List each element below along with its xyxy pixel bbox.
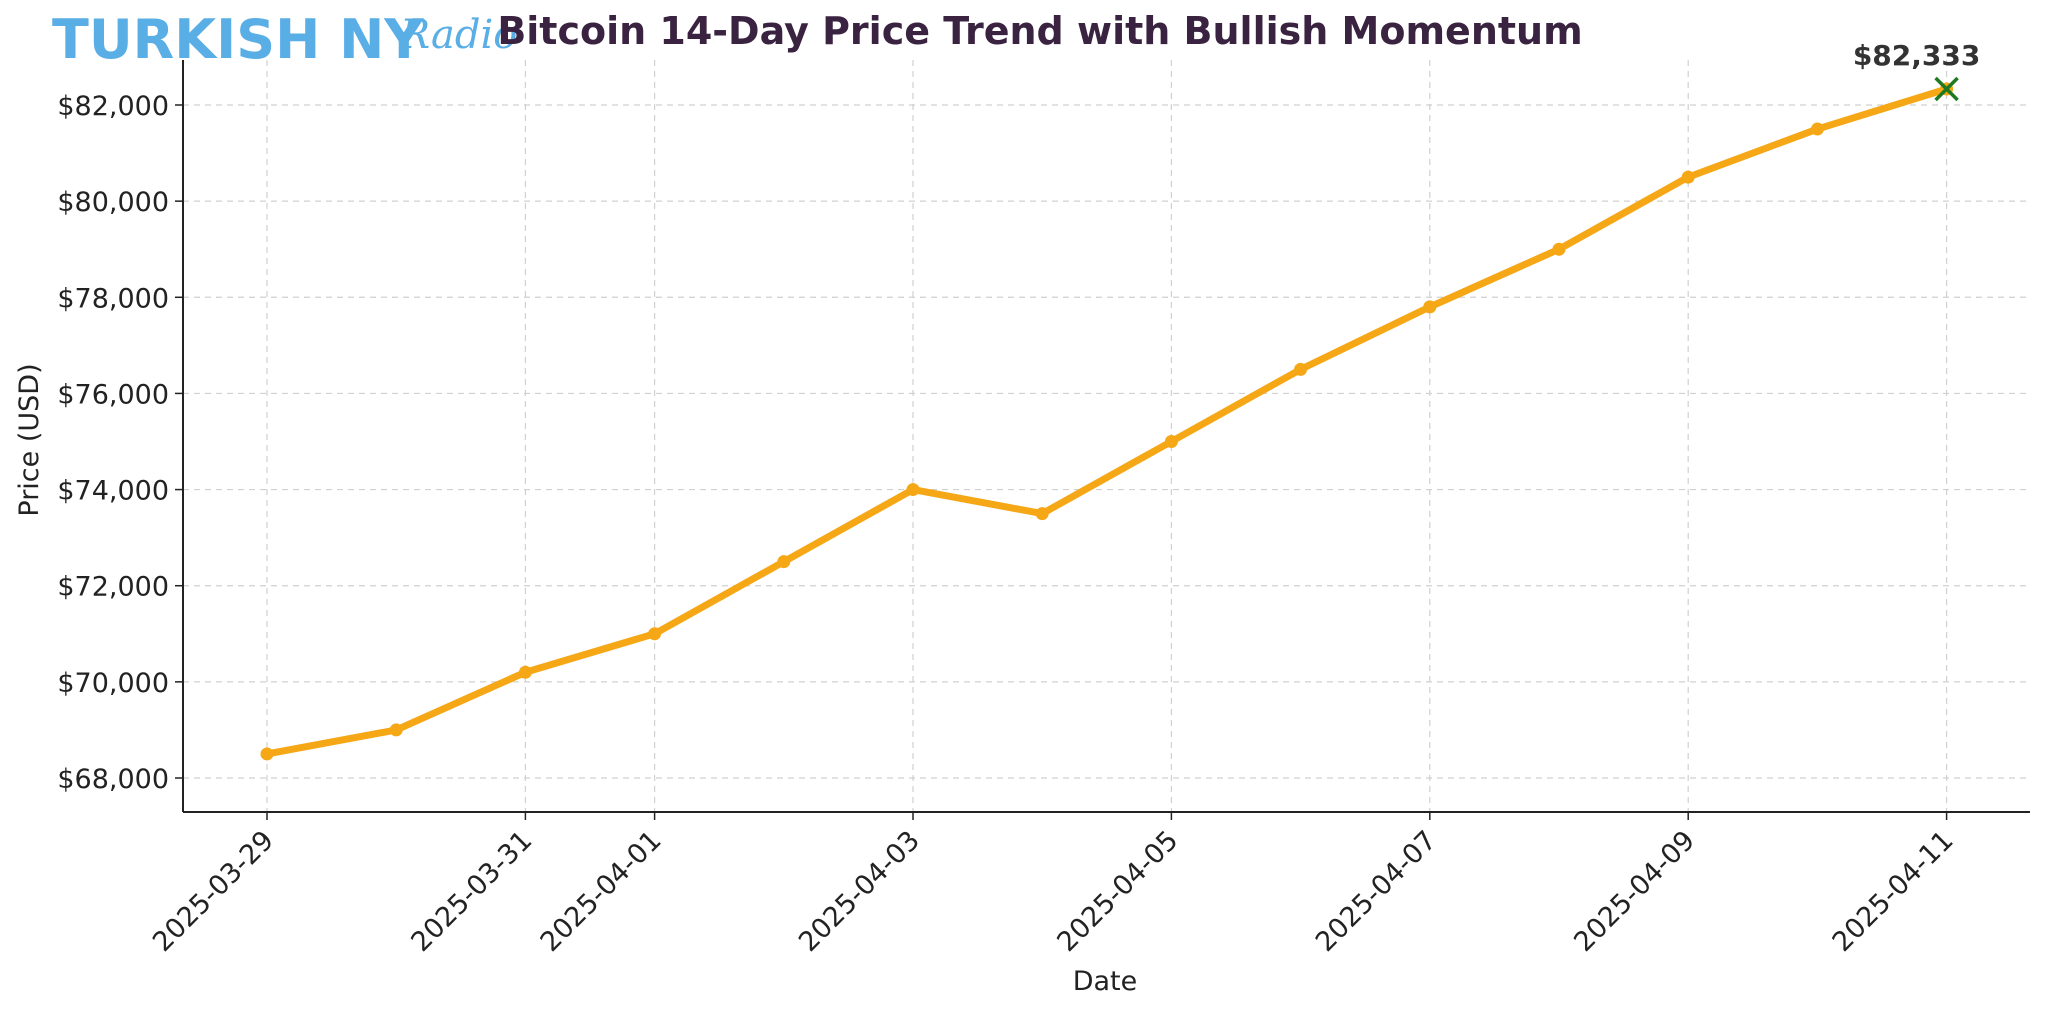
data-point <box>1681 170 1695 184</box>
axes <box>182 60 2030 813</box>
annotation-label: $82,333 <box>1853 39 1981 72</box>
data-point <box>1810 122 1824 136</box>
x-tick-label: 2025-04-07 <box>1310 825 1443 958</box>
y-tick-label: $76,000 <box>57 379 169 410</box>
series: $82,333 <box>260 39 1981 761</box>
x-axis-label: Date <box>1073 966 1138 997</box>
y-axis-label: Price (USD) <box>14 363 45 516</box>
y-tick-label: $70,000 <box>57 668 169 699</box>
x-tick-label: 2025-03-31 <box>405 825 538 958</box>
y-tick-label: $72,000 <box>57 572 169 603</box>
data-point <box>518 665 532 679</box>
data-point <box>906 483 920 497</box>
y-ticks: $68,000 $70,000 $72,000 $74,000 $76,000 $78,0… <box>57 91 183 795</box>
annotation-x-marker <box>1934 76 1959 102</box>
data-point <box>389 723 403 737</box>
x-tick-label: 2025-04-05 <box>1051 825 1184 958</box>
data-point <box>1035 507 1049 521</box>
x-tick-label: 2025-03-29 <box>147 825 280 958</box>
data-point <box>777 555 791 569</box>
data-point <box>260 747 274 761</box>
y-tick-label: $78,000 <box>57 283 169 314</box>
data-point <box>1552 242 1566 256</box>
data-point <box>1423 300 1437 314</box>
x-tick-label: 2025-04-09 <box>1568 825 1701 958</box>
x-tick-label: 2025-04-11 <box>1827 825 1960 958</box>
logo-main-text: TURKISH NY <box>52 8 424 71</box>
x-tick-label: 2025-04-01 <box>535 825 668 958</box>
logo-script-text: Radio <box>399 12 517 58</box>
marker-stroke <box>1934 76 1959 102</box>
data-point <box>648 627 662 641</box>
y-tick-label: $80,000 <box>57 187 169 218</box>
data-point <box>1164 435 1178 448</box>
x-tick-label: 2025-04-03 <box>793 825 926 958</box>
y-tick-label: $82,000 <box>57 91 169 122</box>
series-line <box>263 85 1951 758</box>
y-tick-label: $68,000 <box>57 764 169 795</box>
logo: TURKISH NY Radio <box>52 8 517 71</box>
y-tick-label: $74,000 <box>57 476 169 507</box>
chart-title: Bitcoin 14-Day Price Trend with Bullish … <box>497 9 1582 53</box>
data-point <box>1294 362 1308 376</box>
